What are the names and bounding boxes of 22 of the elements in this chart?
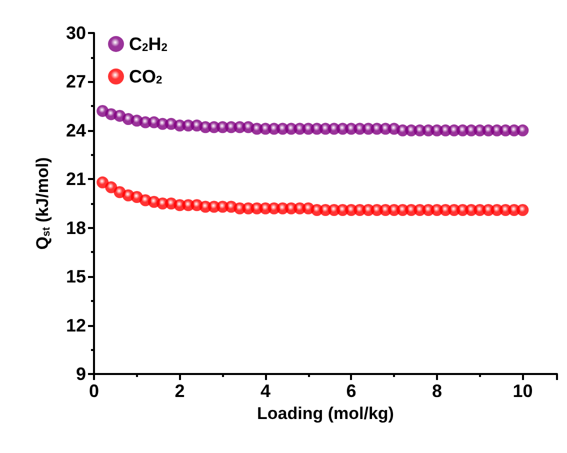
y-tick-label: 21	[66, 169, 86, 190]
legend-label: C2H2	[129, 34, 168, 54]
point	[516, 204, 529, 216]
y-tick-label: 9	[76, 364, 86, 384]
y-tick-label: 18	[66, 218, 86, 238]
point	[105, 181, 118, 194]
y-tick-label: 24	[66, 120, 86, 140]
y-tick-label: 12	[66, 315, 86, 336]
legend-label: CO2	[129, 66, 162, 87]
y-tick-label: 30	[66, 23, 86, 43]
x-tick-label: 8	[432, 381, 442, 401]
x-tick-label: 10	[512, 381, 533, 401]
x-tick-label: 6	[346, 381, 356, 401]
y-tick-label: 15	[66, 266, 86, 287]
y-axis-title: Qst (kJ/mol)	[33, 157, 52, 250]
x-tick-label: 2	[174, 381, 185, 401]
x-tick-label: 0	[88, 381, 100, 401]
point	[96, 176, 109, 188]
y-tick-label: 27	[66, 72, 86, 92]
x-tick-label: 4	[260, 381, 270, 401]
x-axis-title: Loading (mol/kg)	[257, 404, 394, 423]
point	[516, 124, 529, 136]
